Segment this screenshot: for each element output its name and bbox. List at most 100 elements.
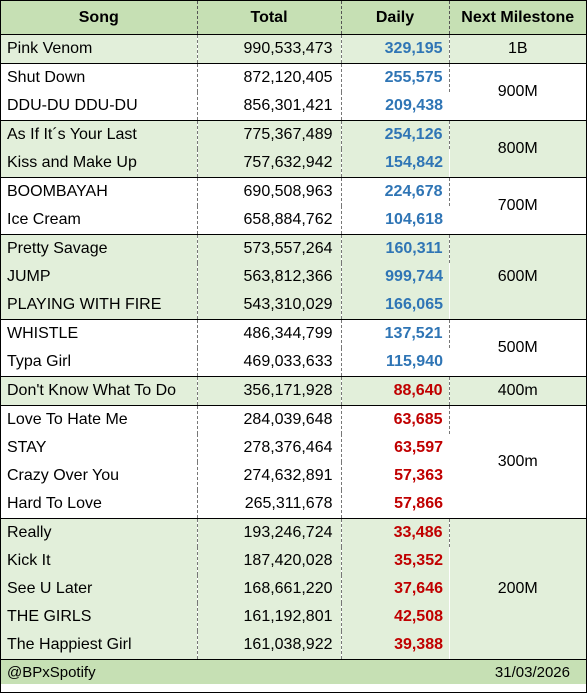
song-cell: DDU-DU DDU-DU <box>1 92 198 121</box>
total-cell: 573,557,264 <box>197 234 342 263</box>
song-cell: STAY <box>1 434 198 462</box>
total-cell: 872,120,405 <box>197 63 342 92</box>
milestone-cell: 700M <box>449 177 586 235</box>
table-row: DDU-DU DDU-DU 856,301,421 209,438 <box>1 92 586 121</box>
footer-handle: @BPxSpotify <box>1 659 341 684</box>
song-cell: WHISTLE <box>1 319 198 348</box>
song-cell: Shut Down <box>1 63 198 92</box>
daily-cell: 39,388 <box>341 631 449 660</box>
table-row: BOOMBAYAH 690,508,963 224,678 700M <box>1 177 586 235</box>
footer-date: 31/03/2026 <box>341 659 586 684</box>
header-song: Song <box>1 1 198 35</box>
song-cell: Typa Girl <box>1 348 198 377</box>
song-cell: The Happiest Girl <box>1 631 198 660</box>
daily-cell: 255,575 <box>341 63 450 92</box>
table-row: STAY 278,376,464 63,597 <box>1 434 586 462</box>
song-cell: Pink Venom <box>1 34 198 64</box>
table-row: WHISTLE 486,344,799 137,521 500M <box>1 319 586 377</box>
total-cell: 187,420,028 <box>197 547 342 575</box>
table-row: Really 193,246,724 33,486 200M <box>1 518 586 660</box>
header-next-milestone: Next Milestone <box>449 1 586 35</box>
daily-cell: 329,195 <box>341 34 450 64</box>
table-row: Crazy Over You 274,632,891 57,363 <box>1 462 586 490</box>
table-row: Ice Cream 658,884,762 104,618 <box>1 206 586 235</box>
song-cell: PLAYING WITH FIRE <box>1 291 198 320</box>
milestone-cell: 500M <box>449 319 586 377</box>
song-cell: BOOMBAYAH <box>1 177 198 206</box>
milestone-cell: 400m <box>449 376 586 406</box>
song-cell: Pretty Savage <box>1 234 198 263</box>
total-cell: 469,033,633 <box>197 348 342 377</box>
daily-cell: 63,685 <box>341 405 450 434</box>
total-cell: 563,812,366 <box>197 263 342 291</box>
daily-cell: 88,640 <box>341 376 450 406</box>
total-cell: 265,311,678 <box>197 490 342 519</box>
song-cell: Kick It <box>1 547 198 575</box>
song-cell: Don't Know What To Do <box>1 376 198 406</box>
daily-cell: 115,940 <box>341 348 449 377</box>
total-cell: 690,508,963 <box>197 177 342 206</box>
total-cell: 161,038,922 <box>197 631 342 660</box>
daily-cell: 37,646 <box>341 575 449 603</box>
song-cell: Hard To Love <box>1 490 198 519</box>
table-row: Hard To Love 265,311,678 57,866 <box>1 490 586 519</box>
table-row: Pretty Savage 573,557,264 160,311 600M <box>1 234 586 320</box>
total-cell: 543,310,029 <box>197 291 342 320</box>
milestone-cell: 1B <box>449 34 586 64</box>
total-cell: 274,632,891 <box>197 462 342 490</box>
table-body: Pink Venom 990,533,473 329,195 1B Shut Down 8… <box>1 34 586 660</box>
table-row: THE GIRLS 161,192,801 42,508 <box>1 603 586 631</box>
table-row: See U Later 168,661,220 37,646 <box>1 575 586 603</box>
daily-cell: 33,486 <box>341 518 450 547</box>
table-row: As If It´s Your Last 775,367,489 254,126 80… <box>1 120 586 178</box>
total-cell: 658,884,762 <box>197 206 342 235</box>
daily-cell: 57,363 <box>341 462 449 490</box>
table-row: PLAYING WITH FIRE 543,310,029 166,065 <box>1 291 586 320</box>
total-cell: 757,632,942 <box>197 149 342 178</box>
song-cell: Ice Cream <box>1 206 198 235</box>
milestone-cell: 300m <box>449 405 586 519</box>
daily-cell: 57,866 <box>341 490 449 519</box>
total-cell: 161,192,801 <box>197 603 342 631</box>
daily-cell: 160,311 <box>341 234 450 263</box>
song-cell: As If It´s Your Last <box>1 120 198 149</box>
daily-cell: 154,842 <box>341 149 449 178</box>
daily-cell: 63,597 <box>341 434 449 462</box>
total-cell: 193,246,724 <box>197 518 342 547</box>
table-row: Typa Girl 469,033,633 115,940 <box>1 348 586 377</box>
daily-cell: 166,065 <box>341 291 449 320</box>
daily-cell: 224,678 <box>341 177 450 206</box>
footer-row: @BPxSpotify 31/03/2026 <box>1 659 586 684</box>
header-row: Song Total Daily Next Milestone <box>1 1 586 35</box>
daily-cell: 999,744 <box>341 263 449 291</box>
song-cell: Crazy Over You <box>1 462 198 490</box>
song-cell: See U Later <box>1 575 198 603</box>
daily-cell: 104,618 <box>341 206 449 235</box>
table-row: The Happiest Girl 161,038,922 39,388 <box>1 631 586 660</box>
table-row: Kick It 187,420,028 35,352 <box>1 547 586 575</box>
total-cell: 856,301,421 <box>197 92 342 121</box>
song-cell: Really <box>1 518 198 547</box>
milestone-cell: 600M <box>449 234 586 320</box>
song-cell: Kiss and Make Up <box>1 149 198 178</box>
header-daily: Daily <box>341 1 450 35</box>
header-total: Total <box>197 1 342 35</box>
total-cell: 775,367,489 <box>197 120 342 149</box>
milestone-cell: 800M <box>449 120 586 178</box>
total-cell: 168,661,220 <box>197 575 342 603</box>
total-cell: 278,376,464 <box>197 434 342 462</box>
daily-cell: 209,438 <box>341 92 449 121</box>
table-row: Don't Know What To Do 356,171,928 88,640 40… <box>1 376 586 406</box>
table-row: Pink Venom 990,533,473 329,195 1B <box>1 34 586 64</box>
total-cell: 284,039,648 <box>197 405 342 434</box>
table-row: Love To Hate Me 284,039,648 63,685 300m <box>1 405 586 519</box>
milestone-cell: 200M <box>449 518 586 660</box>
song-cell: JUMP <box>1 263 198 291</box>
milestone-cell: 900M <box>449 63 586 121</box>
song-cell: THE GIRLS <box>1 603 198 631</box>
table-row: Shut Down 872,120,405 255,575 900M <box>1 63 586 121</box>
total-cell: 990,533,473 <box>197 34 342 64</box>
daily-cell: 35,352 <box>341 547 449 575</box>
